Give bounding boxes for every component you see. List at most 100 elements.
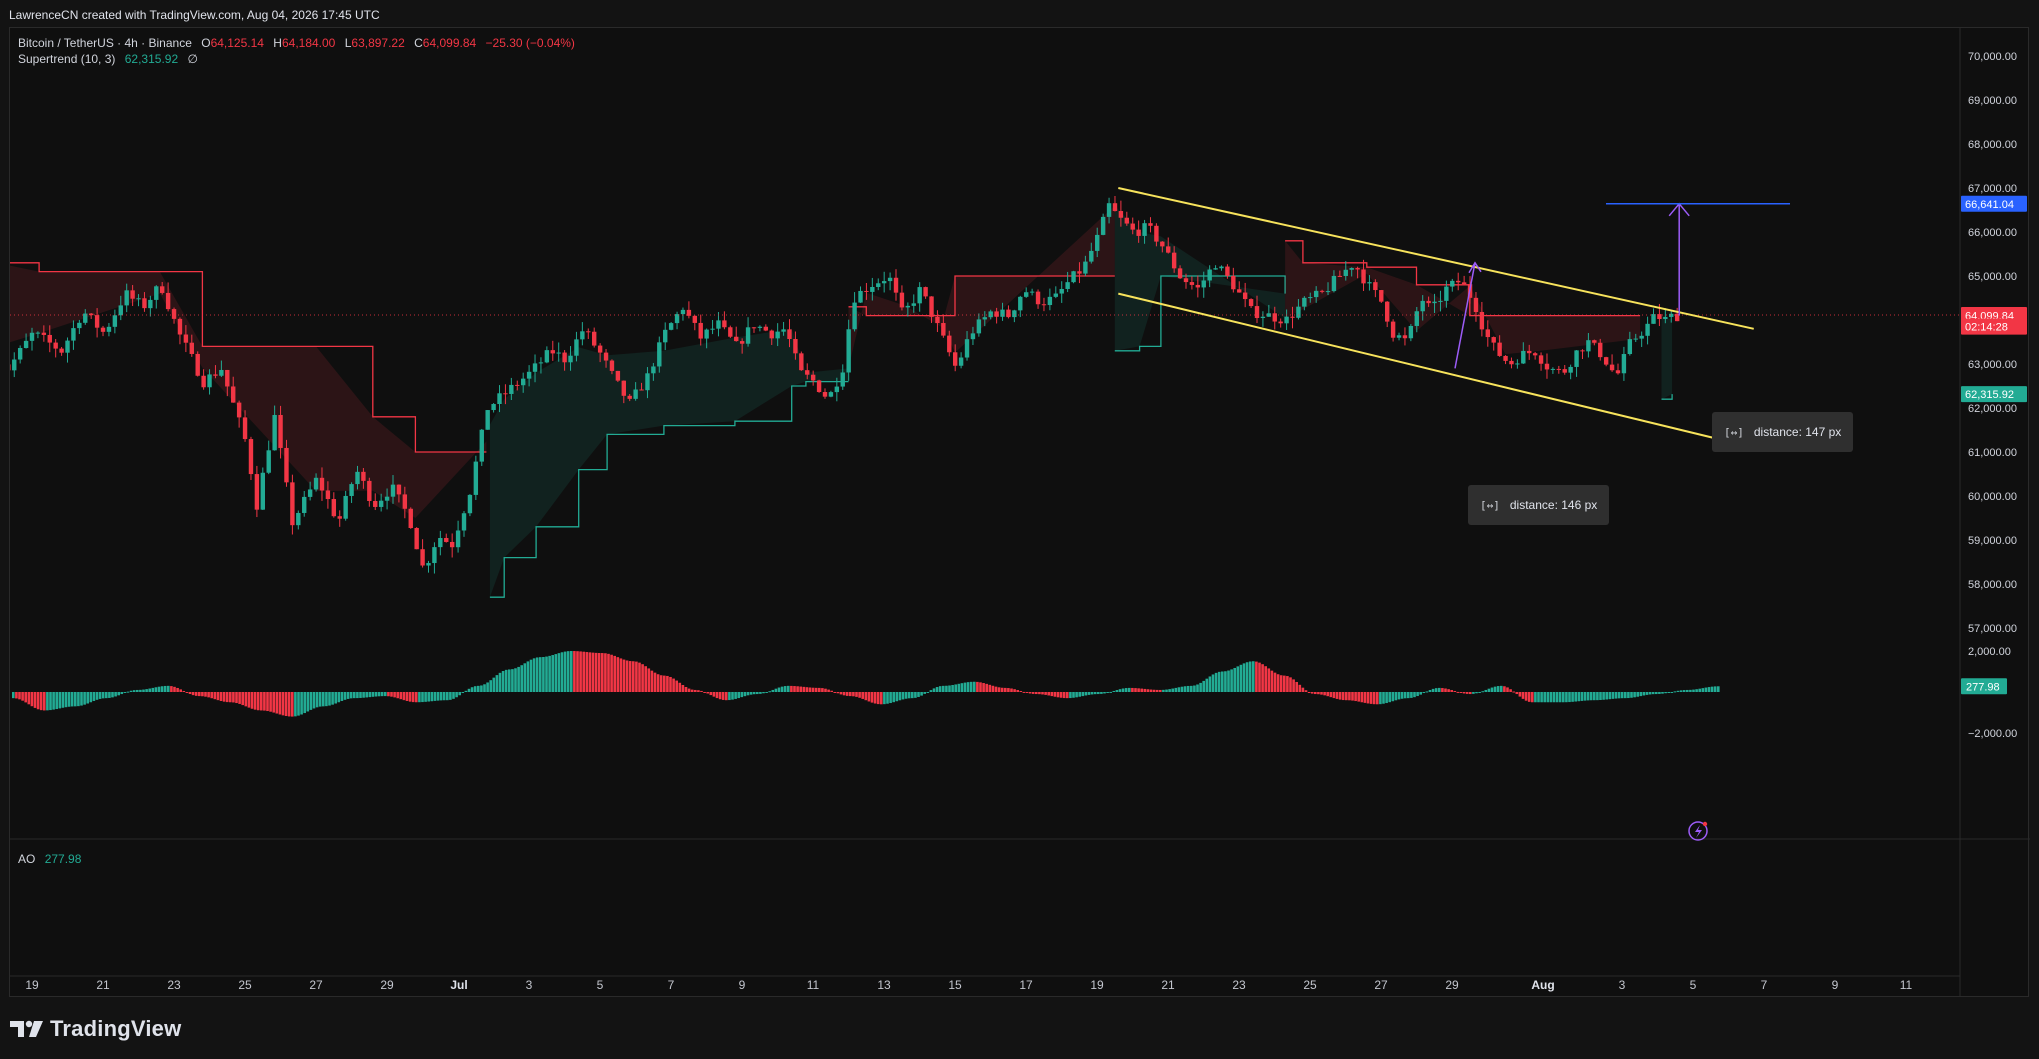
- ao-bar: [1326, 692, 1329, 697]
- candle-body: [296, 512, 301, 526]
- candle-body: [1515, 363, 1520, 365]
- ao-bar: [582, 651, 585, 692]
- candle-body: [307, 489, 313, 497]
- ao-bar: [365, 692, 368, 698]
- time-axis-label: Jul: [450, 978, 467, 992]
- ao-bar: [331, 692, 334, 705]
- measure-lower-text: distance: 146 px: [1509, 498, 1598, 512]
- ao-bar: [703, 692, 706, 693]
- measure-lower-label[interactable]: [↔] distance: 146 px: [1468, 485, 1610, 525]
- ao-bar: [201, 692, 204, 697]
- ao-bar: [1066, 692, 1069, 699]
- ao-bar: [669, 676, 672, 692]
- ao-bar: [963, 682, 967, 692]
- ao-bar: [594, 652, 598, 692]
- candle-body: [467, 494, 473, 514]
- candle-body: [88, 313, 94, 316]
- ao-bar: [1478, 692, 1481, 693]
- candle-body: [763, 326, 769, 331]
- ao-bar: [58, 692, 62, 709]
- supertrend-line: [489, 380, 849, 598]
- ao-bar: [179, 689, 182, 692]
- ao-legend[interactable]: AO 277.98: [18, 852, 81, 866]
- candle-body: [1041, 304, 1047, 306]
- time-axis-label: 23: [167, 978, 181, 992]
- ao-bar: [774, 688, 778, 692]
- ao-bar: [1078, 692, 1081, 697]
- ao-bar: [932, 688, 936, 692]
- ao-bar: [638, 662, 641, 692]
- candle-body: [1148, 223, 1153, 226]
- candle-body: [574, 339, 579, 356]
- ao-bar: [805, 687, 809, 692]
- ao-bar: [67, 692, 71, 707]
- ao-bar: [269, 692, 272, 712]
- ao-bar: [1509, 689, 1512, 692]
- ao-bar: [966, 682, 970, 692]
- ao-bar: [1016, 690, 1019, 692]
- ao-bar: [1279, 675, 1283, 692]
- candle-body: [284, 447, 289, 483]
- candle-body: [1461, 282, 1467, 285]
- ao-bar: [253, 692, 257, 710]
- symbol-legend[interactable]: Bitcoin / TetherUS · 4h · Binance O64,12…: [18, 36, 575, 50]
- channel-lower-line[interactable]: [1118, 292, 1754, 449]
- ao-bar: [824, 688, 827, 692]
- ao-bar: [467, 688, 471, 692]
- ao-bar: [1456, 691, 1460, 693]
- ao-bar: [517, 666, 520, 692]
- supertrend-legend[interactable]: Supertrend (10, 3) 62,315.92 ∅: [18, 52, 198, 66]
- ao-bar: [768, 691, 771, 693]
- ao-bar: [867, 692, 871, 702]
- ao-bar: [1586, 692, 1590, 701]
- ao-bar: [470, 687, 474, 692]
- high-value: 64,184.00: [281, 36, 336, 50]
- candle-body: [219, 369, 224, 376]
- channel-upper-line[interactable]: [1118, 187, 1754, 330]
- ao-bar: [83, 692, 86, 705]
- chart-container[interactable]: 70,000.00 69,000.00 68,000.00 67,000.00 66,0…: [9, 27, 2030, 998]
- price-badge-label: 02:14:28: [1965, 322, 2008, 334]
- ao-bar: [284, 692, 288, 717]
- ao-bar: [92, 692, 96, 701]
- chart-svg[interactable]: 70,000.00 69,000.00 68,000.00 67,000.00 66,0…: [10, 28, 2030, 998]
- ao-bar: [700, 690, 703, 692]
- measure-upper-label[interactable]: [↔] distance: 147 px: [1712, 412, 1854, 452]
- candle-body: [615, 370, 621, 381]
- candle-body: [1296, 306, 1301, 318]
- ao-bar: [1493, 686, 1497, 692]
- time-axis-label: 3: [526, 978, 533, 992]
- ao-bar: [976, 681, 979, 692]
- ao-bar: [318, 692, 322, 707]
- ao-bar: [1062, 692, 1066, 699]
- ao-bar: [728, 692, 731, 701]
- candle-body: [503, 393, 508, 395]
- ao-bar: [219, 692, 223, 701]
- ao-bar: [1416, 692, 1419, 697]
- candle-body: [1550, 368, 1556, 370]
- ao-bar: [1655, 692, 1658, 695]
- lightning-icon[interactable]: [1688, 821, 1708, 841]
- ao-bar: [1056, 692, 1060, 698]
- ao-bar: [1534, 692, 1537, 703]
- ao-bar: [1438, 687, 1441, 692]
- ao-bar: [1717, 686, 1720, 692]
- projection-arrow-lower[interactable]: [1454, 262, 1476, 369]
- ao-bar: [1351, 692, 1354, 701]
- candle-body: [1562, 369, 1567, 373]
- ao-bar: [442, 692, 446, 701]
- ao-bar: [108, 692, 111, 698]
- ao-bar: [1676, 690, 1680, 692]
- tradingview-logo[interactable]: TradingView: [10, 1016, 181, 1042]
- ao-bar: [405, 692, 409, 701]
- supertrend-value: 62,315.92: [124, 52, 179, 66]
- ao-bar: [1019, 690, 1023, 692]
- ao-bar: [1121, 688, 1125, 692]
- ao-bar: [461, 692, 465, 694]
- time-axis-label: 27: [1374, 978, 1388, 992]
- ao-bar: [1317, 692, 1320, 695]
- open-value: 64,125.14: [210, 36, 264, 50]
- candle-body: [94, 315, 100, 328]
- candle-body: [686, 309, 692, 316]
- candle-body: [668, 323, 674, 330]
